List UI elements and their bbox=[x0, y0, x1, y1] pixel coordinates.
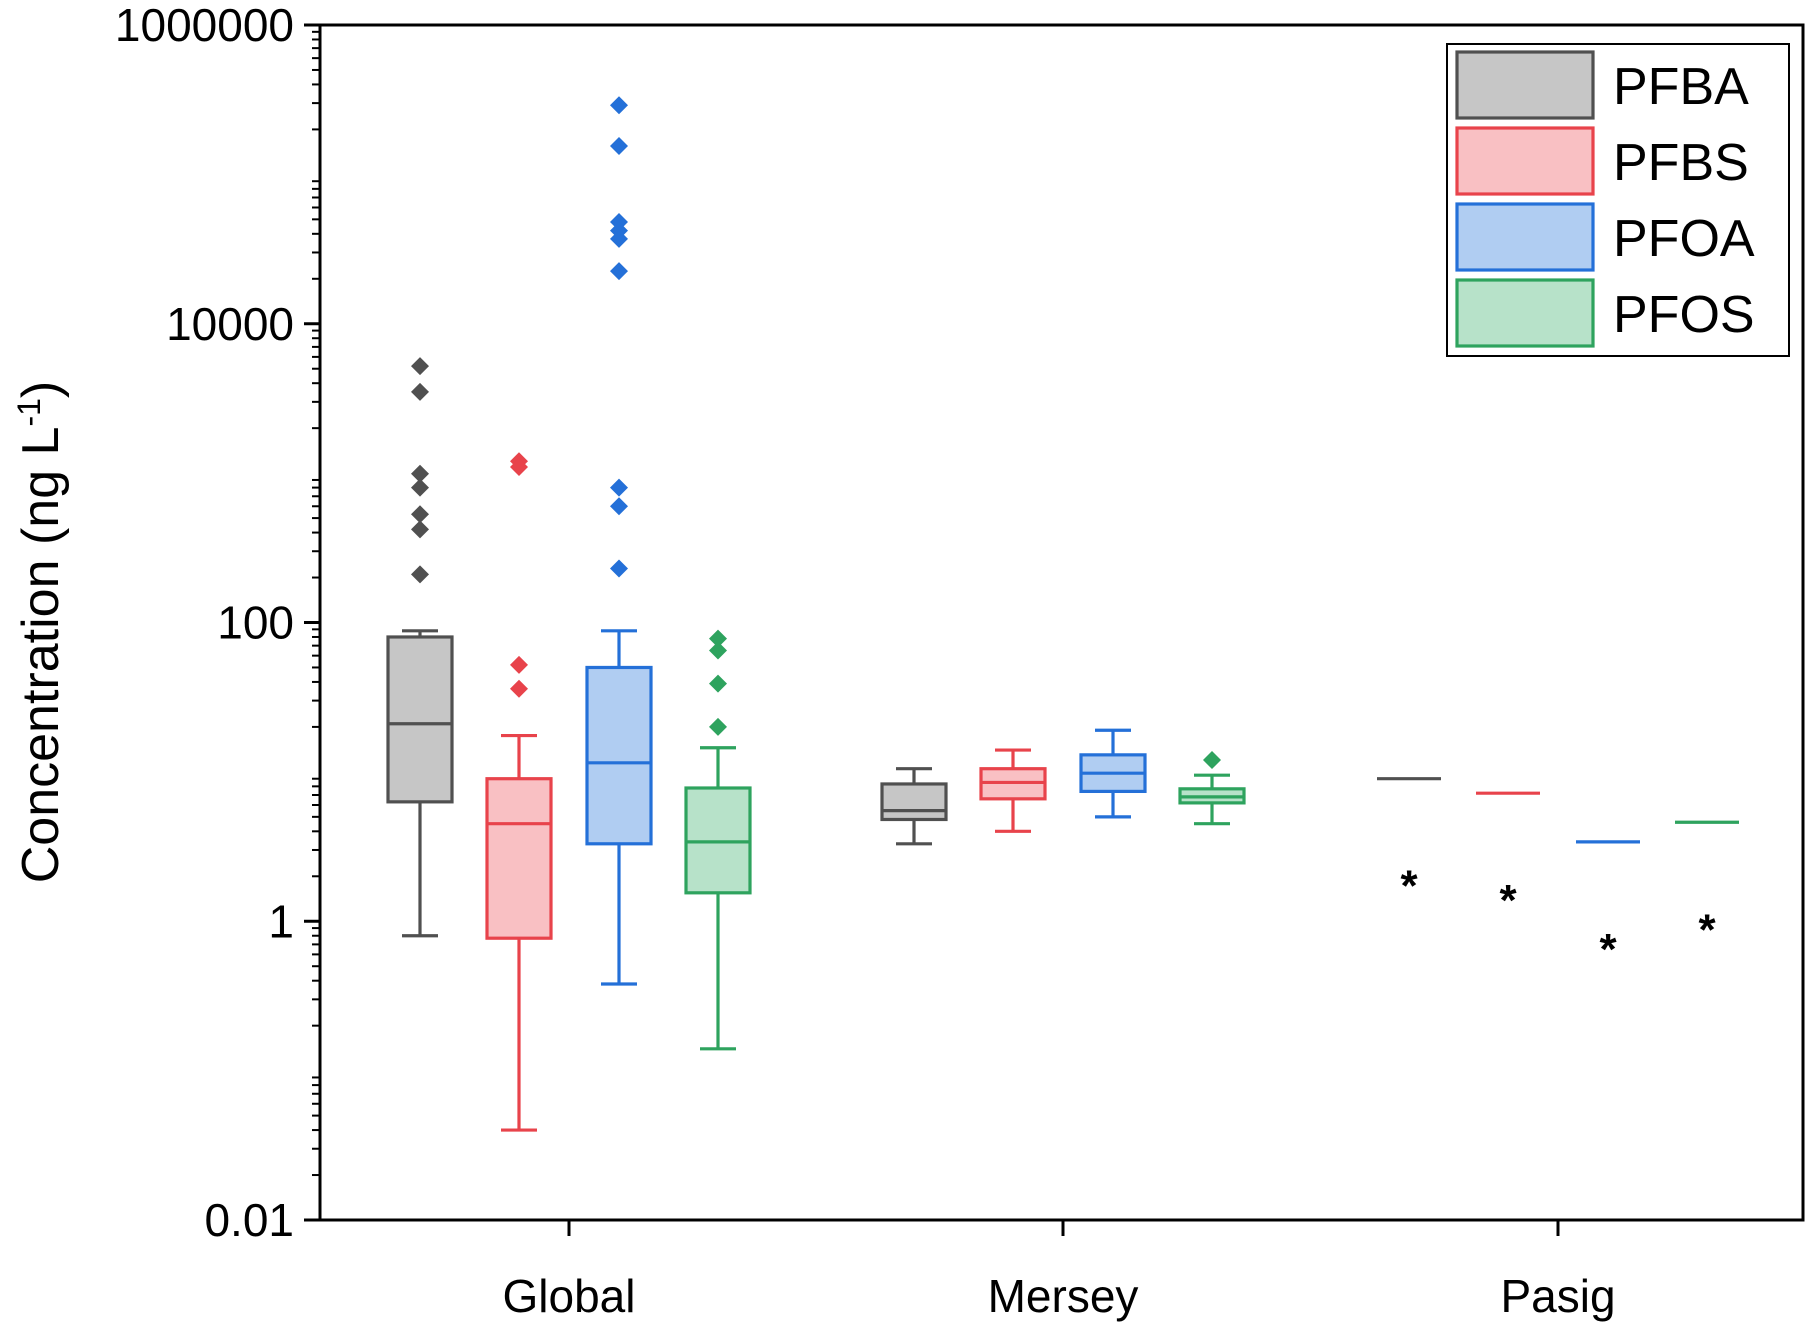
outlier-point bbox=[1203, 751, 1221, 770]
legend-label: PFBA bbox=[1613, 58, 1749, 116]
asterisk-marker: * bbox=[1499, 876, 1517, 925]
outlier-point bbox=[610, 559, 628, 578]
y-tick-label: 1000000 bbox=[115, 0, 294, 51]
outlier-point bbox=[610, 229, 628, 248]
outlier-point bbox=[709, 629, 727, 648]
outlier-point bbox=[411, 357, 429, 376]
outlier-point bbox=[610, 96, 628, 115]
series-pfoa: * bbox=[585, 96, 1640, 986]
outlier-point bbox=[510, 679, 528, 698]
box bbox=[880, 782, 948, 822]
y-tick-label: 1 bbox=[268, 895, 294, 947]
outlier-point bbox=[610, 262, 628, 281]
outlier-point bbox=[709, 674, 727, 693]
box bbox=[386, 635, 454, 804]
x-tick-label: Pasig bbox=[1500, 1270, 1615, 1322]
outlier-point bbox=[610, 497, 628, 516]
x-tick-label: Mersey bbox=[988, 1270, 1139, 1322]
asterisk-marker: * bbox=[1599, 925, 1617, 974]
outlier-point bbox=[709, 717, 727, 736]
box bbox=[485, 777, 553, 940]
y-tick-label: 10000 bbox=[166, 298, 294, 350]
y-tick-label: 100 bbox=[217, 597, 294, 649]
y-tick-label: 0.01 bbox=[204, 1194, 294, 1246]
legend-label: PFOA bbox=[1613, 210, 1755, 268]
outlier-point bbox=[411, 505, 429, 524]
asterisk-marker: * bbox=[1698, 905, 1716, 954]
legend-label: PFBS bbox=[1613, 134, 1749, 192]
outlier-point bbox=[510, 655, 528, 674]
outlier-point bbox=[510, 457, 528, 476]
legend-swatch bbox=[1455, 278, 1595, 348]
x-tick-label: Global bbox=[503, 1270, 636, 1322]
outlier-point bbox=[411, 520, 429, 539]
legend-label: PFOS bbox=[1613, 286, 1755, 344]
outlier-point bbox=[709, 641, 727, 660]
asterisk-marker: * bbox=[1400, 862, 1418, 911]
outlier-point bbox=[411, 565, 429, 584]
legend-swatch bbox=[1455, 126, 1595, 196]
legend-swatch bbox=[1455, 50, 1595, 120]
outlier-point bbox=[610, 478, 628, 497]
series-pfbs: * bbox=[485, 452, 1540, 1132]
y-axis-label: Concentration (ng L-1) bbox=[11, 381, 70, 884]
series-pfos: * bbox=[684, 629, 1739, 1051]
legend-swatch bbox=[1455, 202, 1595, 272]
outlier-point bbox=[411, 382, 429, 401]
outlier-point bbox=[411, 478, 429, 497]
outlier-point bbox=[610, 136, 628, 155]
box bbox=[585, 665, 653, 846]
series-pfba: * bbox=[386, 357, 1441, 938]
outlier-point bbox=[411, 464, 429, 483]
